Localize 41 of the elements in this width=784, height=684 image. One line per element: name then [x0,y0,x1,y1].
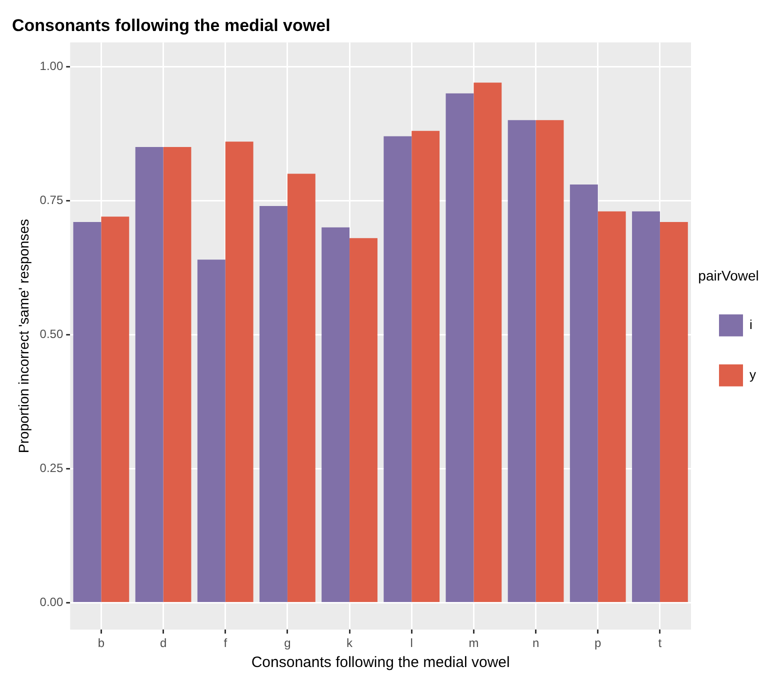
bar [287,174,316,602]
x-tick-label: k [346,636,354,650]
bar [508,120,536,602]
y-tick-label: 0.00 [40,595,64,610]
y-tick-label: 0.50 [40,326,64,341]
x-tick-label: f [224,636,228,650]
bar [350,238,378,602]
bar [260,206,288,602]
bar [598,211,626,602]
y-tick-label: 0.25 [40,461,64,476]
bar [570,184,598,602]
y-tick-label: 0.75 [40,192,64,207]
bar [101,216,130,602]
x-tick-label: d [160,636,167,650]
x-tick-label: b [98,636,105,650]
bar [225,142,254,602]
bar [163,146,192,602]
x-tick-label: p [594,636,602,650]
bar [412,130,440,602]
legend-label: i [750,316,752,332]
bar [660,222,688,602]
chart-title: Consonants following the medial vowel [12,16,330,35]
bar [197,260,226,602]
x-tick-label: l [410,636,413,650]
bar [73,222,102,602]
bar [135,146,164,602]
x-tick-label: t [658,636,662,650]
bar [474,82,502,602]
bar [536,120,564,602]
x-axis-title: Consonants following the medial vowel [251,654,510,672]
legend-label: y [750,366,756,382]
x-tick-label: g [284,636,291,650]
x-tick-label: n [532,636,540,650]
bar [446,93,474,602]
y-tick-label: 1.00 [40,58,64,73]
bar [632,211,660,602]
bar [322,227,350,602]
legend-title: pairVowel [698,267,759,284]
x-tick-label: m [468,636,479,650]
y-axis-title: Proportion incorrect 'same' responses [15,218,32,454]
bar [384,136,412,602]
